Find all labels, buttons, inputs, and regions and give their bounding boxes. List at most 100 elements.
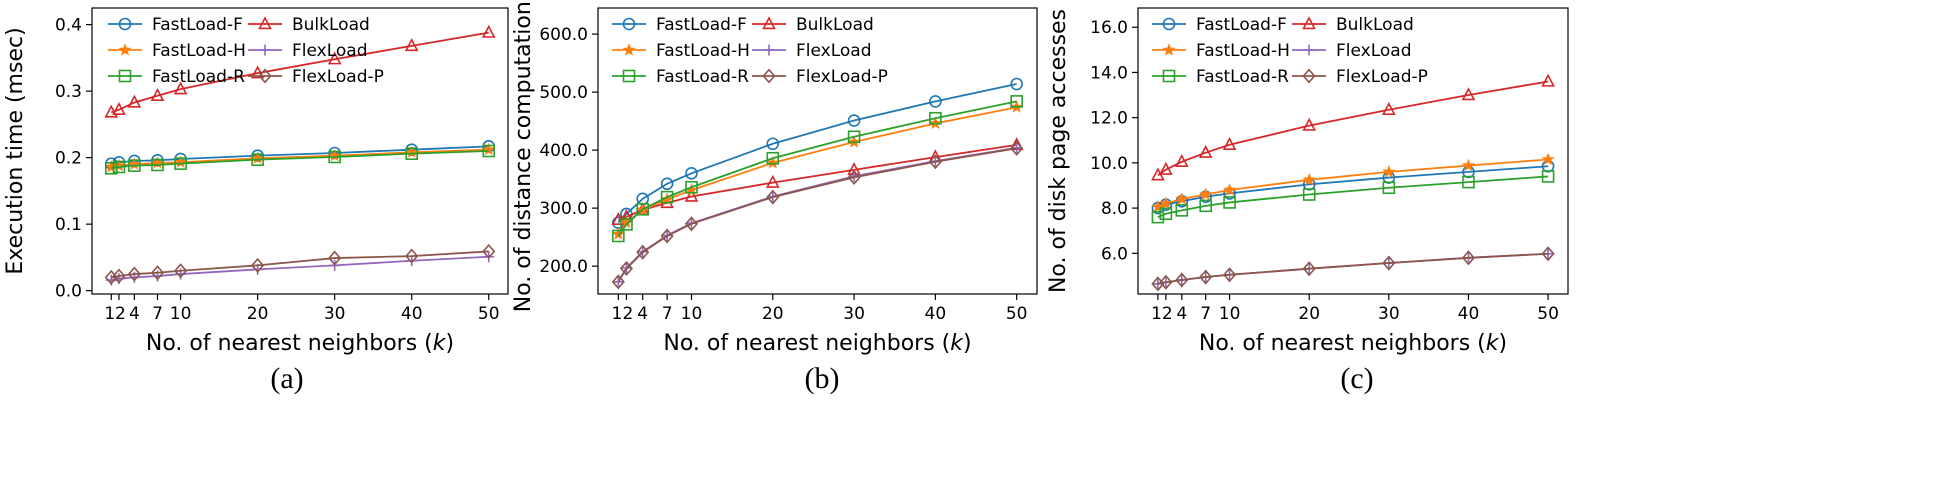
x-axis-label: No. of nearest neighbors (k) xyxy=(663,331,971,356)
x-axis-label: No. of nearest neighbors (k) xyxy=(146,331,454,356)
panel-caption: (a) xyxy=(270,362,303,395)
x-tick-label: 4 xyxy=(637,304,648,324)
y-tick-label: 600.0 xyxy=(539,25,588,45)
data-point-FastLoad-R xyxy=(660,190,674,204)
data-point-FlexLoad-P xyxy=(405,248,419,264)
data-point-FastLoad-R xyxy=(328,150,341,164)
data-point-FastLoad-H xyxy=(174,155,188,168)
data-point-FastLoad-R xyxy=(1151,210,1165,224)
series-line-FlexLoad xyxy=(111,255,489,281)
series-line-BulkLoad xyxy=(1157,80,1549,177)
data-point-FastLoad-R xyxy=(112,160,126,174)
y-tick-label: 12.0 xyxy=(1090,109,1128,129)
data-point-BulkLoad xyxy=(112,101,126,115)
series-line-FastLoad-R xyxy=(1157,175,1549,218)
x-tick-label: 40 xyxy=(925,304,947,324)
legend-label-FlexLoad-P: FlexLoad-P xyxy=(796,67,888,87)
data-point-FastLoad-R xyxy=(174,157,187,170)
x-tick-label: 1 xyxy=(1151,304,1162,324)
x-tick-label: 50 xyxy=(1537,304,1559,324)
legend-label-FastLoad-F: FastLoad-F xyxy=(152,15,243,35)
legend: FastLoad-F BulkLoad FastLoad-H FlexLoad Fast… xyxy=(612,15,888,87)
data-point-FastLoad-F xyxy=(660,177,674,191)
legend-label-FastLoad-H: FastLoad-H xyxy=(152,41,246,61)
legend-marker-FastLoad-H xyxy=(118,43,132,56)
data-point-FlexLoad-P xyxy=(127,266,141,282)
data-point-FlexLoad-P xyxy=(847,169,861,185)
data-point-BulkLoad xyxy=(1302,117,1317,131)
legend-marker-FastLoad-R xyxy=(622,69,636,83)
legend-marker-BulkLoad xyxy=(762,16,776,30)
data-point-BulkLoad xyxy=(150,88,165,101)
data-point-FastLoad-H xyxy=(1382,165,1396,178)
x-tick-label: 10 xyxy=(170,304,192,324)
x-tick-label: 50 xyxy=(478,304,500,324)
data-point-FlexLoad-P xyxy=(1010,140,1024,156)
data-point-FlexLoad-P xyxy=(1223,267,1237,283)
legend-marker-FastLoad-H xyxy=(1162,43,1176,56)
data-point-FastLoad-R xyxy=(929,111,942,125)
y-tick-label: 10.0 xyxy=(1090,154,1128,174)
y-tick-label: 16.0 xyxy=(1090,18,1128,38)
legend-label-FastLoad-R: FastLoad-R xyxy=(656,67,749,87)
legend-marker-FlexLoad xyxy=(763,44,775,56)
legend-label-BulkLoad: BulkLoad xyxy=(796,15,874,35)
data-point-FastLoad-R xyxy=(766,151,780,165)
x-tick-label: 4 xyxy=(1176,304,1187,324)
data-point-FastLoad-R xyxy=(1175,204,1189,217)
x-tick-label: 40 xyxy=(401,304,423,324)
data-point-FlexLoad-P xyxy=(766,189,780,205)
legend: FastLoad-F BulkLoad FastLoad-H FlexLoad Fast… xyxy=(108,15,384,87)
data-point-FlexLoad-P xyxy=(328,250,342,266)
y-tick-label: 0.2 xyxy=(55,149,82,169)
data-point-FlexLoad-P xyxy=(660,228,674,244)
y-tick-label: 200.0 xyxy=(539,257,588,277)
x-tick-label: 50 xyxy=(1006,304,1028,324)
data-point-BulkLoad xyxy=(1461,87,1476,101)
data-point-FastLoad-H xyxy=(847,135,861,148)
data-point-FastLoad-R xyxy=(685,180,698,194)
series-line-FlexLoad-P xyxy=(111,250,489,279)
data-point-FastLoad-H xyxy=(1302,172,1316,186)
data-point-FastLoad-R xyxy=(620,218,633,231)
data-point-FlexLoad-P xyxy=(482,243,496,259)
data-point-FlexLoad xyxy=(406,255,418,267)
x-tick-label: 1 xyxy=(104,304,115,324)
data-point-FastLoad-H xyxy=(482,142,496,156)
data-point-FastLoad-F xyxy=(685,167,698,180)
y-tick-label: 6.0 xyxy=(1101,244,1128,264)
data-point-FastLoad-R xyxy=(1199,199,1212,213)
data-point-FlexLoad-P xyxy=(1382,255,1396,271)
legend-label-FlexLoad: FlexLoad xyxy=(1336,41,1412,61)
legend-label-FastLoad-R: FastLoad-R xyxy=(152,67,245,87)
panel-caption: (b) xyxy=(805,362,840,395)
legend-marker-FlexLoad xyxy=(259,44,271,56)
chart-panel-1: 0.0 0.1 0.2 0.3 0.4 1 2 4 7 10 20 30 40 50 No. of near… xyxy=(3,7,509,395)
data-point-FlexLoad-P xyxy=(1461,250,1476,266)
legend-marker-BulkLoad xyxy=(1302,16,1316,30)
y-tick-label: 500.0 xyxy=(539,83,588,103)
data-point-FastLoad-H xyxy=(112,158,126,172)
data-point-FlexLoad-P xyxy=(636,244,650,260)
legend-label-FastLoad-H: FastLoad-H xyxy=(1196,41,1290,61)
data-point-FlexLoad-P xyxy=(1199,269,1213,285)
data-point-FastLoad-F xyxy=(929,95,942,108)
data-point-BulkLoad xyxy=(173,81,188,95)
x-tick-label: 30 xyxy=(843,304,865,324)
y-tick-label: 300.0 xyxy=(539,199,588,219)
data-point-FlexLoad-P xyxy=(1175,272,1189,288)
data-point-FastLoad-R xyxy=(1302,188,1316,201)
legend-marker-FastLoad-R xyxy=(118,69,132,83)
legend-label-FastLoad-F: FastLoad-F xyxy=(656,15,747,35)
data-point-FastLoad-R xyxy=(847,130,861,144)
legend-marker-FlexLoad-P xyxy=(1302,68,1316,84)
data-point-BulkLoad xyxy=(1541,73,1555,87)
x-tick-label: 4 xyxy=(129,304,140,324)
plot-frame xyxy=(597,7,1038,295)
legend-label-FlexLoad: FlexLoad xyxy=(796,41,872,61)
series-line-FastLoad-H xyxy=(1157,158,1549,208)
x-tick-label: 7 xyxy=(152,304,163,324)
y-tick-label: 400.0 xyxy=(539,141,588,161)
data-point-BulkLoad xyxy=(127,94,142,108)
